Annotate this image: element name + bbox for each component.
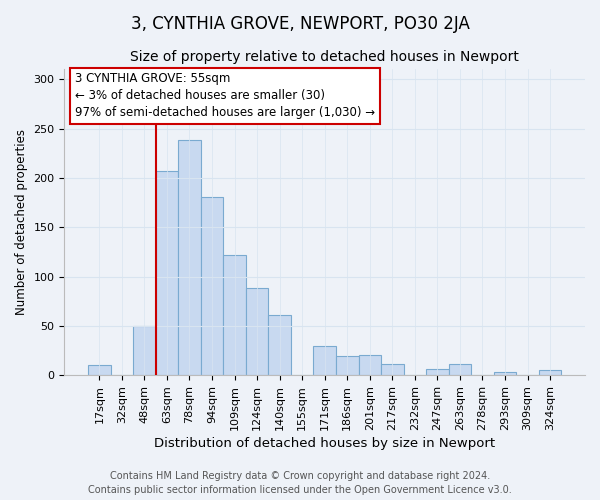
Text: Contains HM Land Registry data © Crown copyright and database right 2024.
Contai: Contains HM Land Registry data © Crown c… [88,471,512,495]
Bar [539,370,562,375]
Bar [381,364,404,375]
Title: Size of property relative to detached houses in Newport: Size of property relative to detached ho… [130,50,519,64]
Bar [133,326,155,375]
Bar [223,255,246,375]
Text: 3 CYNTHIA GROVE: 55sqm
← 3% of detached houses are smaller (30)
97% of semi-deta: 3 CYNTHIA GROVE: 55sqm ← 3% of detached … [75,72,375,120]
Bar [336,356,359,375]
Bar [268,315,291,375]
Y-axis label: Number of detached properties: Number of detached properties [15,130,28,316]
Bar [449,364,471,375]
Bar [201,196,223,375]
Bar [494,372,516,375]
Bar [155,171,178,375]
Bar [426,370,449,375]
X-axis label: Distribution of detached houses by size in Newport: Distribution of detached houses by size … [154,437,495,450]
Bar [359,356,381,375]
Bar [178,140,201,375]
Bar [88,366,110,375]
Bar [313,346,336,375]
Text: 3, CYNTHIA GROVE, NEWPORT, PO30 2JA: 3, CYNTHIA GROVE, NEWPORT, PO30 2JA [131,15,469,33]
Bar [246,288,268,375]
